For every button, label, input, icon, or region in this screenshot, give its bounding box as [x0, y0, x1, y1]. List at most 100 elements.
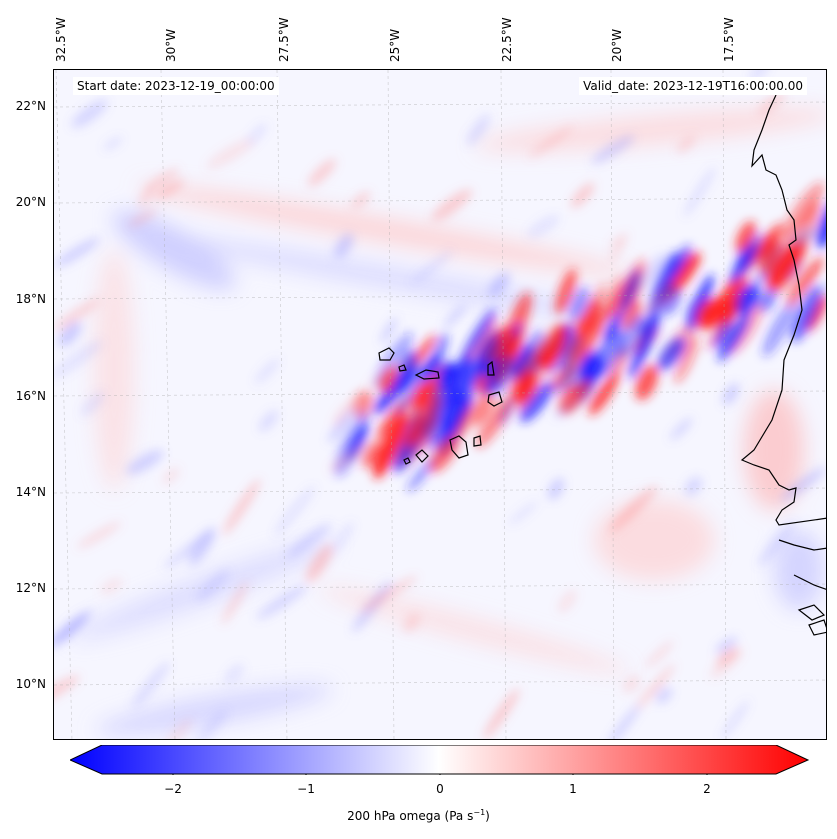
weak-cell	[254, 357, 281, 385]
lon-label: 30°W	[164, 28, 178, 62]
weak-cell	[54, 675, 80, 707]
lon-label: 32.5°W	[54, 17, 68, 62]
weak-cell	[655, 687, 673, 704]
ascent-cell	[445, 357, 473, 409]
cv-maio	[473, 435, 482, 447]
weak-cell	[488, 272, 510, 297]
ascent-cell	[579, 352, 600, 381]
ascent-cell	[393, 361, 420, 392]
descent-cell	[373, 416, 408, 480]
weak-cell	[380, 317, 397, 344]
ascent-cell	[735, 284, 759, 315]
lat-label: 14°N	[15, 485, 46, 499]
coastlines	[378, 94, 826, 636]
cv-sal	[487, 360, 495, 376]
weak-cell	[144, 168, 180, 192]
weak-cell	[483, 688, 520, 739]
bijagos-coastline	[797, 604, 826, 621]
weak-cell	[54, 298, 101, 331]
weak-cell	[720, 700, 750, 739]
descent-cell	[758, 235, 777, 260]
ascent-cell	[520, 381, 554, 423]
descent-cell	[555, 268, 577, 315]
weak-cell	[443, 304, 467, 329]
weak-cell	[331, 521, 355, 554]
descent-cell	[621, 301, 642, 331]
weak-cell	[749, 70, 770, 82]
descent-cell	[782, 182, 825, 239]
weak-cell	[591, 135, 635, 164]
weak-cell	[431, 189, 473, 221]
weak-cell	[103, 136, 123, 151]
weak-cell	[256, 584, 308, 620]
lon-label: 17.5°W	[722, 17, 736, 62]
guinea-islands	[808, 619, 826, 636]
ascent-cell	[758, 285, 777, 313]
weak-cell	[456, 398, 502, 437]
ascent-cell	[718, 312, 750, 362]
descent-cell	[735, 221, 756, 253]
weak-cell	[196, 568, 230, 602]
weak-cell	[196, 710, 227, 739]
weak-cell	[722, 383, 739, 405]
weak-cell	[286, 523, 332, 558]
ascent-cell	[548, 349, 568, 375]
weak-cell	[132, 661, 170, 708]
omega-field-map	[54, 70, 826, 739]
lat-label: 16°N	[15, 389, 46, 403]
weak-cell	[332, 399, 355, 427]
weak-cell	[623, 675, 641, 693]
weak-cell	[608, 238, 626, 263]
lon-label: 20°W	[610, 28, 624, 62]
map-panel: Start date: 2023-12-19_00:00:00 Valid_da…	[53, 69, 827, 740]
cv-fogo	[415, 449, 429, 463]
weak-cell	[684, 476, 703, 496]
descent-cell	[786, 256, 824, 307]
weak-cell	[76, 521, 122, 549]
weak-cell	[607, 704, 641, 739]
ascent-cell	[628, 314, 660, 379]
cb-tick-label: −1	[297, 782, 315, 796]
weak-cell	[605, 331, 628, 362]
weak-cell	[138, 187, 154, 208]
weak-cell	[527, 214, 560, 238]
weak-cell	[246, 123, 268, 145]
cv-sao-vicente	[398, 364, 407, 372]
colorbar-gradient	[70, 745, 810, 775]
lon-label: 25°W	[388, 28, 402, 62]
weak-cell	[789, 227, 818, 247]
descent-cell	[674, 336, 699, 384]
africa-coastline	[740, 94, 826, 526]
weak-cell	[643, 289, 674, 314]
lat-label: 20°N	[15, 195, 46, 209]
weak-cell	[162, 467, 180, 485]
weak-cell	[274, 485, 316, 536]
cb-tick-label: −2	[164, 782, 182, 796]
ascent-cell	[618, 314, 646, 359]
start-date-label: Start date: 2023-12-19_00:00:00	[73, 77, 279, 95]
weak-cell	[645, 640, 674, 669]
weak-cell	[126, 449, 164, 475]
cb-tick-label: 0	[436, 782, 444, 796]
weak-cell	[307, 158, 337, 187]
colorbar-units: (Pa s−1)	[444, 808, 490, 823]
descent-cell	[541, 323, 567, 371]
weak-cell	[659, 334, 681, 369]
weak-cell	[54, 612, 89, 648]
weak-cell	[58, 321, 82, 347]
weak-cell	[165, 717, 193, 739]
ascent-cell	[816, 194, 826, 249]
weak-cell	[683, 166, 716, 217]
weak-cell	[411, 250, 454, 284]
descent-cell	[410, 381, 432, 409]
weak-cell	[164, 531, 212, 569]
lat-label: 12°N	[15, 581, 46, 595]
descent-cell	[507, 339, 550, 396]
gridlines	[54, 70, 826, 739]
cv-sao-nicolau	[414, 369, 440, 380]
weak-cell	[188, 527, 216, 566]
weak-cell	[780, 467, 826, 502]
valid-date-label: Valid_date: 2023-12-19T16:00:00.00	[579, 77, 807, 95]
weak-cell	[366, 355, 420, 388]
weak-cell	[670, 417, 693, 440]
